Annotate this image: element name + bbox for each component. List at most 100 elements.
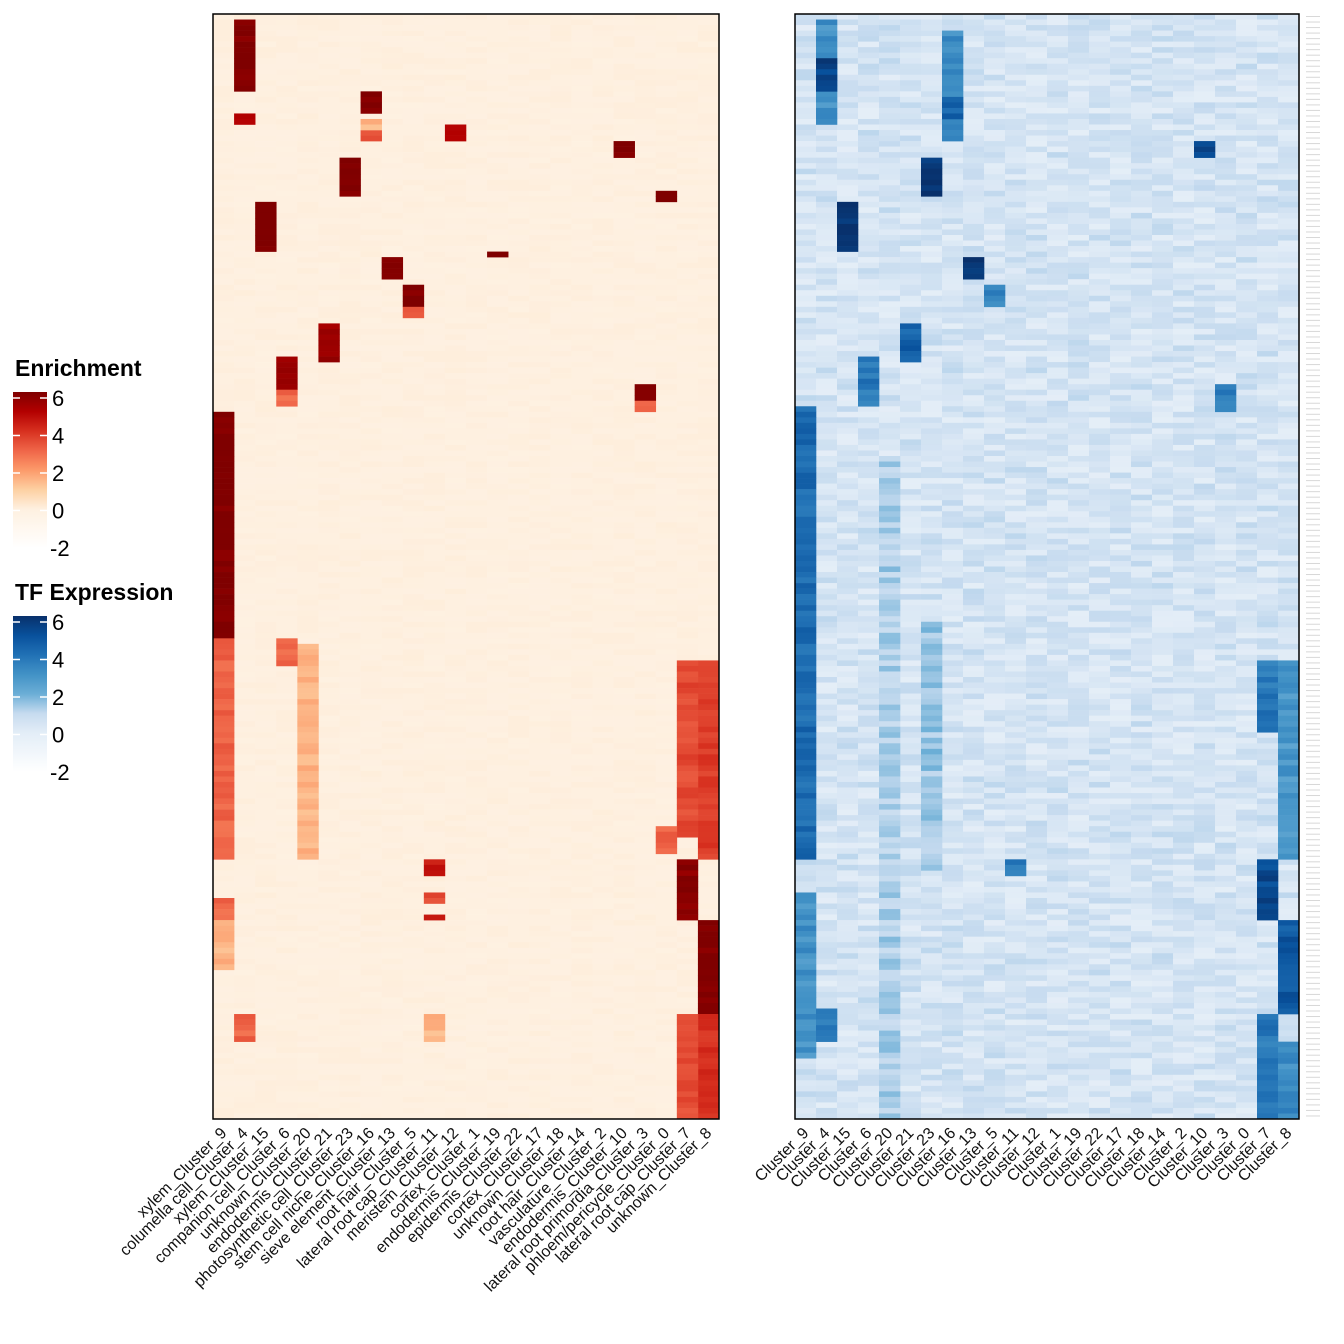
heatmap-cell — [487, 848, 509, 855]
heatmap-cell — [613, 257, 635, 263]
heatmap-cell — [487, 323, 509, 330]
heatmap-cell — [360, 505, 382, 512]
heatmap-cell — [276, 461, 298, 468]
heatmap-cell — [213, 886, 235, 893]
heatmap-cell — [697, 538, 720, 545]
heatmap-cell — [213, 196, 235, 203]
heatmap-cell — [487, 671, 509, 678]
heatmap-cell — [466, 599, 488, 606]
heatmap-cell — [213, 1085, 235, 1092]
heatmap-cell — [466, 1063, 488, 1070]
heatmap-cell — [276, 699, 298, 705]
heatmap-cell — [613, 886, 635, 893]
heatmap-cell — [381, 467, 404, 473]
heatmap-cell — [402, 975, 425, 982]
heatmap-cell — [339, 787, 361, 794]
heatmap-cell — [297, 533, 319, 540]
heatmap-cell — [634, 406, 657, 413]
heatmap-cell — [339, 621, 361, 628]
heatmap-cell — [339, 560, 361, 567]
heatmap-cell — [318, 831, 340, 838]
heatmap-cell — [508, 599, 530, 606]
heatmap-cell — [634, 483, 657, 490]
heatmap-cell — [234, 560, 256, 567]
heatmap-cell — [508, 621, 530, 628]
heatmap-cell — [213, 102, 235, 109]
heatmap-cell — [444, 533, 467, 540]
heatmap-cell — [276, 505, 298, 512]
heatmap-cell — [234, 599, 256, 606]
heatmap-cell — [255, 793, 277, 799]
heatmap-cell — [381, 903, 404, 910]
heatmap-cell — [697, 632, 720, 639]
heatmap-cell — [297, 417, 319, 424]
heatmap-cell — [381, 909, 404, 915]
heatmap-cell — [360, 52, 382, 59]
heatmap-cell — [529, 566, 551, 573]
heatmap-cell — [213, 351, 235, 357]
heatmap-cell — [676, 610, 699, 617]
heatmap-cell — [571, 339, 593, 346]
heatmap-cell — [571, 1014, 593, 1020]
heatmap-cell — [655, 351, 678, 357]
heatmap-cell — [339, 859, 361, 866]
heatmap-cell — [360, 168, 382, 175]
heatmap-cell — [318, 494, 340, 501]
heatmap-cell — [360, 1080, 382, 1087]
heatmap-cell — [550, 793, 572, 799]
heatmap-cell — [339, 118, 361, 125]
heatmap-cell — [466, 450, 488, 457]
heatmap-cell — [571, 262, 593, 269]
heatmap-cell — [381, 920, 404, 926]
heatmap-cell — [655, 229, 678, 236]
heatmap-cell — [360, 378, 382, 385]
heatmap-cell — [592, 815, 614, 821]
heatmap-cell — [592, 124, 614, 131]
heatmap-cell — [381, 218, 404, 225]
heatmap-cell — [255, 190, 277, 197]
heatmap-cell — [571, 516, 593, 523]
heatmap-cell — [423, 1058, 446, 1065]
heatmap-cell — [529, 290, 551, 297]
heatmap-cell — [423, 36, 446, 42]
heatmap-cell — [381, 997, 404, 1004]
heatmap-cell — [234, 848, 256, 855]
heatmap-cell — [529, 467, 551, 473]
heatmap-cell — [571, 1096, 593, 1103]
heatmap-cell — [697, 560, 720, 567]
heatmap-cell — [255, 572, 277, 578]
heatmap-cell — [381, 118, 404, 125]
heatmap-cell — [255, 627, 277, 634]
heatmap-cell — [487, 583, 509, 589]
colorbar-tick-label: -2 — [50, 536, 70, 561]
heatmap-cell — [276, 494, 298, 501]
heatmap-cell — [255, 671, 277, 678]
heatmap-cell — [655, 660, 678, 667]
heatmap-cell — [529, 268, 551, 274]
heatmap-cell — [276, 759, 298, 766]
heatmap-cell — [466, 295, 488, 302]
heatmap-cell — [297, 953, 319, 960]
heatmap-cell — [423, 881, 446, 888]
heatmap-cell — [508, 776, 530, 783]
heatmap-cell — [423, 842, 446, 849]
heatmap-cell — [592, 500, 614, 507]
heatmap-cell — [592, 478, 614, 484]
heatmap-cell — [634, 820, 657, 827]
heatmap-cell — [529, 312, 551, 319]
heatmap-cell — [234, 389, 256, 396]
heatmap-cell — [423, 262, 446, 269]
heatmap-cell — [423, 538, 446, 545]
heatmap-cell — [423, 765, 446, 772]
heatmap-cell — [360, 74, 382, 81]
heatmap-cell — [592, 58, 614, 65]
heatmap-cell — [381, 1091, 404, 1098]
heatmap-cell — [402, 14, 425, 20]
heatmap-cell — [318, 284, 340, 291]
heatmap-cell — [676, 85, 699, 92]
heatmap-cell — [613, 400, 635, 407]
heatmap-cell — [634, 328, 657, 335]
heatmap-cell — [487, 124, 509, 131]
heatmap-cell — [360, 85, 382, 92]
heatmap-cell — [571, 152, 593, 158]
